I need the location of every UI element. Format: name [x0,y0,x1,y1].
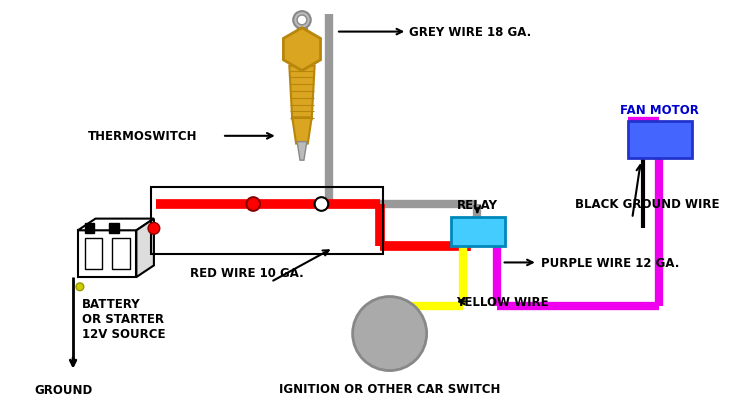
Text: YELLOW WIRE: YELLOW WIRE [456,295,548,308]
Text: RED WIRE 10 GA.: RED WIRE 10 GA. [190,266,304,279]
Circle shape [247,198,260,211]
Bar [151,188,382,254]
Polygon shape [136,219,154,277]
Text: IGNITION OR OTHER CAR SWITCH: IGNITION OR OTHER CAR SWITCH [279,382,500,395]
Bar [85,224,94,234]
Bar [112,238,130,270]
Text: GREY WIRE 18 GA.: GREY WIRE 18 GA. [409,26,531,39]
Text: GROUND: GROUND [34,383,92,396]
Circle shape [293,12,310,29]
Circle shape [148,223,160,235]
Bar [78,231,136,277]
Text: BATTERY
OR STARTER
12V SOURCE: BATTERY OR STARTER 12V SOURCE [82,297,165,340]
Text: --: -- [86,224,92,233]
Text: RELAY: RELAY [457,199,498,212]
Polygon shape [297,142,307,161]
Bar [628,122,692,159]
Circle shape [76,283,84,291]
Circle shape [315,198,328,211]
Polygon shape [284,29,320,72]
Bar [109,224,118,234]
Polygon shape [78,219,154,231]
Text: BLACK GROUND WIRE: BLACK GROUND WIRE [574,198,719,211]
Circle shape [352,297,427,371]
Polygon shape [292,118,312,144]
Bar [85,238,102,270]
Text: FAN MOTOR: FAN MOTOR [620,104,699,117]
Text: THERMOSWITCH: THERMOSWITCH [88,130,197,143]
Polygon shape [290,67,315,120]
Text: +: + [109,222,119,235]
Bar [297,29,307,40]
Bar [451,217,505,246]
Circle shape [297,16,307,26]
Text: PURPLE WIRE 12 GA.: PURPLE WIRE 12 GA. [541,256,679,269]
